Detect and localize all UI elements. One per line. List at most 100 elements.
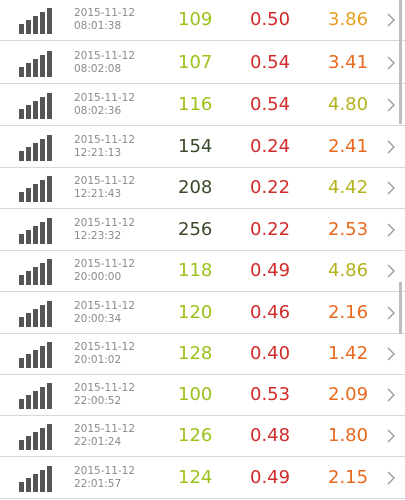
row-date: 2015-11-12 — [74, 92, 136, 104]
row-value-1: 116 — [178, 94, 213, 115]
row-value-3: 2.53 — [328, 219, 369, 240]
row-time: 22:01:24 — [74, 436, 122, 448]
row-value-2: 0.54 — [250, 94, 291, 115]
row-value-3: 3.86 — [328, 9, 369, 30]
row-value-2: 0.48 — [250, 425, 291, 446]
row-value-1: 100 — [178, 384, 213, 405]
row-time: 08:02:36 — [74, 105, 122, 117]
table-row[interactable]: 2015-11-12 20:01:02 128 0.40 1.42 — [0, 334, 405, 375]
row-value-2: 0.53 — [250, 384, 291, 405]
row-time: 12:21:13 — [74, 147, 122, 159]
row-time: 22:00:52 — [74, 395, 122, 407]
row-value-1: 109 — [178, 9, 213, 30]
row-time: 08:02:08 — [74, 63, 122, 75]
row-value-2: 0.49 — [250, 260, 291, 281]
row-date: 2015-11-12 — [74, 300, 136, 312]
row-value-2: 0.46 — [250, 302, 291, 323]
row-value-1: 118 — [178, 260, 213, 281]
row-value-1: 120 — [178, 302, 213, 323]
row-date: 2015-11-12 — [74, 175, 136, 187]
row-time: 20:00:34 — [74, 313, 122, 325]
signal-strength-icon — [19, 383, 53, 409]
row-datetime: 2015-11-12 08:01:38 — [74, 7, 135, 33]
row-time: 22:01:57 — [74, 478, 122, 490]
row-time: 12:23:32 — [74, 230, 122, 242]
chevron-right-icon[interactable] — [386, 223, 396, 237]
table-row[interactable]: 2015-11-12 12:21:13 154 0.24 2.41 — [0, 127, 405, 168]
row-datetime: 2015-11-12 08:02:08 — [74, 50, 135, 76]
scrollbar-thumb-secondary[interactable] — [399, 282, 402, 334]
row-date: 2015-11-12 — [74, 258, 136, 270]
row-value-3: 1.42 — [328, 343, 369, 364]
table-row[interactable]: 2015-11-12 20:00:34 120 0.46 2.16 — [0, 293, 405, 334]
chevron-right-icon[interactable] — [386, 347, 396, 361]
signal-strength-icon — [19, 176, 53, 202]
row-value-2: 0.22 — [250, 177, 291, 198]
chevron-right-icon[interactable] — [386, 388, 396, 402]
row-datetime: 2015-11-12 22:01:57 — [74, 465, 135, 491]
row-value-1: 256 — [178, 219, 213, 240]
row-value-3: 4.42 — [328, 177, 369, 198]
chevron-right-icon[interactable] — [386, 56, 396, 70]
row-date: 2015-11-12 — [74, 382, 136, 394]
table-row[interactable]: 2015-11-12 08:02:08 107 0.54 3.41 — [0, 43, 405, 84]
chevron-right-icon[interactable] — [386, 181, 396, 195]
signal-strength-icon — [19, 301, 53, 327]
row-datetime: 2015-11-12 12:21:43 — [74, 175, 135, 201]
row-value-2: 0.40 — [250, 343, 291, 364]
table-row[interactable]: 2015-11-12 12:21:43 208 0.22 4.42 — [0, 168, 405, 209]
row-date: 2015-11-12 — [74, 341, 136, 353]
signal-strength-icon — [19, 8, 53, 34]
chevron-right-icon[interactable] — [386, 140, 396, 154]
table-row[interactable]: 2015-11-12 08:01:38 109 0.50 3.86 — [0, 0, 405, 41]
row-datetime: 2015-11-12 20:00:00 — [74, 258, 135, 284]
row-value-3: 4.86 — [328, 260, 369, 281]
row-datetime: 2015-11-12 12:21:13 — [74, 134, 135, 160]
table-row[interactable]: 2015-11-12 22:01:57 124 0.49 2.15 — [0, 458, 405, 499]
row-datetime: 2015-11-12 12:23:32 — [74, 217, 135, 243]
table-row[interactable]: 2015-11-12 22:00:52 100 0.53 2.09 — [0, 375, 405, 416]
row-value-2: 0.24 — [250, 136, 291, 157]
row-datetime: 2015-11-12 20:00:34 — [74, 300, 135, 326]
table-row[interactable]: 2015-11-12 12:23:32 256 0.22 2.53 — [0, 210, 405, 251]
row-value-3: 4.80 — [328, 94, 369, 115]
signal-strength-icon — [19, 218, 53, 244]
signal-strength-icon — [19, 466, 53, 492]
row-date: 2015-11-12 — [74, 217, 136, 229]
row-value-3: 3.41 — [328, 52, 369, 73]
table-row[interactable]: 2015-11-12 20:00:00 118 0.49 4.86 — [0, 251, 405, 292]
signal-strength-icon — [19, 424, 53, 450]
table-row[interactable]: 2015-11-12 08:02:36 116 0.54 4.80 — [0, 85, 405, 126]
row-value-3: 2.15 — [328, 467, 369, 488]
row-value-3: 1.80 — [328, 425, 369, 446]
chevron-right-icon[interactable] — [386, 306, 396, 320]
signal-strength-icon — [19, 259, 53, 285]
row-datetime: 2015-11-12 08:02:36 — [74, 92, 135, 118]
row-value-1: 126 — [178, 425, 213, 446]
signal-strength-icon — [19, 342, 53, 368]
row-datetime: 2015-11-12 22:01:24 — [74, 423, 135, 449]
chevron-right-icon[interactable] — [386, 98, 396, 112]
row-value-3: 2.41 — [328, 136, 369, 157]
chevron-right-icon[interactable] — [386, 264, 396, 278]
row-value-3: 2.09 — [328, 384, 369, 405]
table-row[interactable]: 2015-11-12 22:01:24 126 0.48 1.80 — [0, 416, 405, 457]
signal-strength-icon — [19, 135, 53, 161]
row-datetime: 2015-11-12 22:00:52 — [74, 382, 135, 408]
row-value-1: 154 — [178, 136, 213, 157]
chevron-right-icon[interactable] — [386, 429, 396, 443]
row-value-1: 107 — [178, 52, 213, 73]
chevron-right-icon[interactable] — [386, 471, 396, 485]
signal-strength-icon — [19, 51, 53, 77]
row-value-1: 124 — [178, 467, 213, 488]
row-time: 20:00:00 — [74, 271, 122, 283]
row-value-3: 2.16 — [328, 302, 369, 323]
scrollbar-thumb[interactable] — [399, 0, 402, 124]
row-date: 2015-11-12 — [74, 50, 136, 62]
row-date: 2015-11-12 — [74, 423, 136, 435]
row-value-2: 0.50 — [250, 9, 291, 30]
row-value-1: 128 — [178, 343, 213, 364]
row-datetime: 2015-11-12 20:01:02 — [74, 341, 135, 367]
chevron-right-icon[interactable] — [386, 13, 396, 27]
